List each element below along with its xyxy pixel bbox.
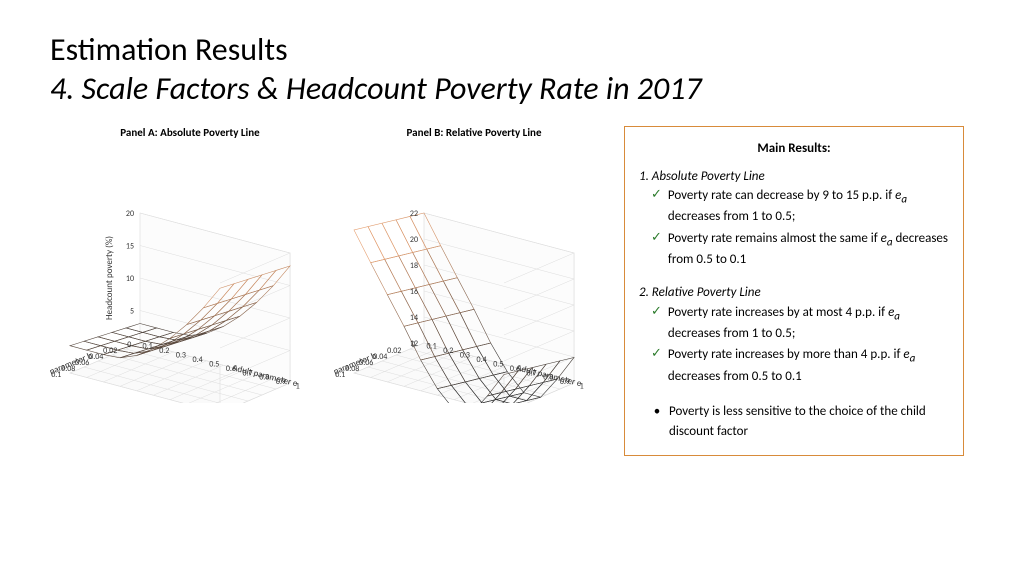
section-2-heading: 2. Relative Poverty Line [639, 283, 949, 303]
svg-text:0.1: 0.1 [143, 342, 153, 352]
svg-text:0.4: 0.4 [477, 355, 487, 365]
panel-a-surface: 0.10.20.30.40.50.60.70.80.9100.020.040.0… [50, 143, 330, 403]
slide-title: Estimation Results 4. Scale Factors & He… [50, 30, 974, 108]
panel-a-title: Panel A: Absolute Poverty Line [50, 126, 330, 139]
panel-b-surface: 0.10.20.30.40.50.60.70.80.9100.020.040.0… [334, 143, 614, 403]
svg-text:0.02: 0.02 [387, 346, 401, 356]
svg-text:0.5: 0.5 [493, 359, 503, 369]
section-1-heading: 1. Absolute Poverty Line [639, 167, 949, 187]
svg-text:14: 14 [410, 313, 418, 323]
section-2-item-1: ✓ Poverty rate increases by at most 4 p.… [639, 303, 949, 344]
check-icon: ✓ [651, 186, 662, 204]
svg-text:0.2: 0.2 [159, 346, 169, 356]
svg-text:0.3: 0.3 [460, 350, 470, 360]
panel-a: Panel A: Absolute Poverty Line 0.1 0.2 0.3… [50, 126, 330, 403]
svg-text:0.3: 0.3 [176, 350, 186, 360]
footer-text: Poverty is less sensitive to the choice … [669, 402, 949, 441]
section-2-item-2: ✓ Poverty rate increases by more than 4 … [639, 345, 949, 386]
section-1-item-2: ✓ Poverty rate remains almost the same i… [639, 229, 949, 270]
svg-text:15: 15 [126, 242, 134, 252]
bullet-text: Poverty rate can decrease by 9 to 15 p.p… [668, 186, 949, 227]
bullet-text: Poverty rate increases by more than 4 p.… [668, 345, 949, 386]
svg-text:0.4: 0.4 [193, 355, 203, 365]
svg-text:18: 18 [410, 261, 418, 271]
bullet-text: Poverty rate remains almost the same if … [668, 229, 949, 270]
panel-b: Panel B: Relative Poverty Line 0.1 0.2 0.3… [334, 126, 614, 403]
charts-container: Panel A: Absolute Poverty Line 0.1 0.2 0.3… [50, 126, 614, 403]
panel-b-title: Panel B: Relative Poverty Line [334, 126, 614, 139]
section-1-item-1: ✓ Poverty rate can decrease by 9 to 15 p… [639, 186, 949, 227]
title-line1: Estimation Results [50, 30, 974, 69]
bullet-icon: • [651, 402, 663, 422]
svg-text:16: 16 [410, 287, 418, 297]
svg-text:Headcount poverty (%): Headcount poverty (%) [104, 236, 115, 320]
check-icon: ✓ [651, 345, 662, 363]
svg-text:0.2: 0.2 [443, 346, 453, 356]
svg-text:0: 0 [127, 340, 131, 350]
results-title: Main Results: [639, 139, 949, 159]
svg-text:5: 5 [130, 307, 134, 317]
results-box: Main Results: 1. Absolute Poverty Line ✓… [624, 126, 964, 456]
title-line2: 4. Scale Factors & Headcount Poverty Rat… [50, 69, 974, 108]
svg-text:0.5: 0.5 [209, 359, 219, 369]
svg-text:0.02: 0.02 [103, 346, 117, 356]
check-icon: ✓ [651, 303, 662, 321]
svg-text:20: 20 [126, 209, 134, 219]
svg-text:0.1: 0.1 [427, 342, 437, 352]
check-icon: ✓ [651, 229, 662, 247]
svg-text:12: 12 [410, 339, 418, 349]
bullet-text: Poverty rate increases by at most 4 p.p.… [668, 303, 949, 344]
svg-text:22: 22 [410, 209, 418, 219]
svg-text:20: 20 [410, 235, 418, 245]
svg-text:10: 10 [126, 274, 134, 284]
footer-bullet: • Poverty is less sensitive to the choic… [639, 402, 949, 441]
content-row: Panel A: Absolute Poverty Line 0.1 0.2 0.3… [50, 126, 974, 456]
